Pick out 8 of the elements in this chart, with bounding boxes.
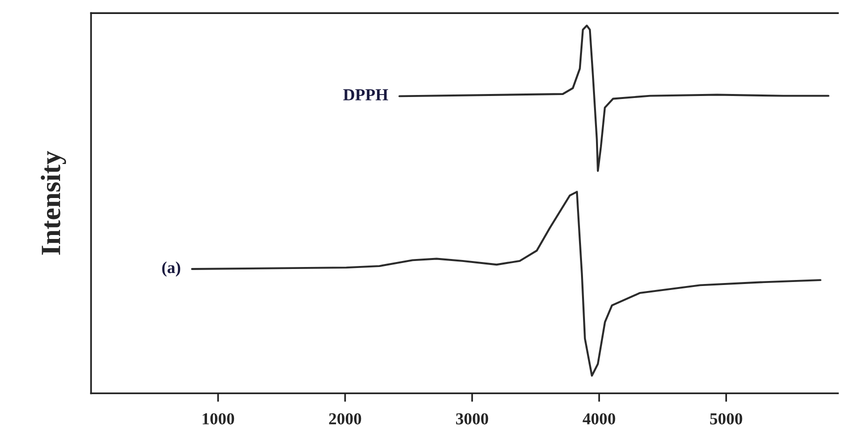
x-tick-label: 2000 [329,413,362,424]
y-axis-title: Intensity [40,150,66,255]
x-tick-label: 5000 [710,413,742,424]
x-tick-label: 3000 [456,413,488,424]
x-tick-label: 1000 [202,413,234,424]
x-tick-label: 4000 [582,413,616,424]
series-label: (a) [162,261,180,277]
series-label: DPPH [343,89,388,100]
